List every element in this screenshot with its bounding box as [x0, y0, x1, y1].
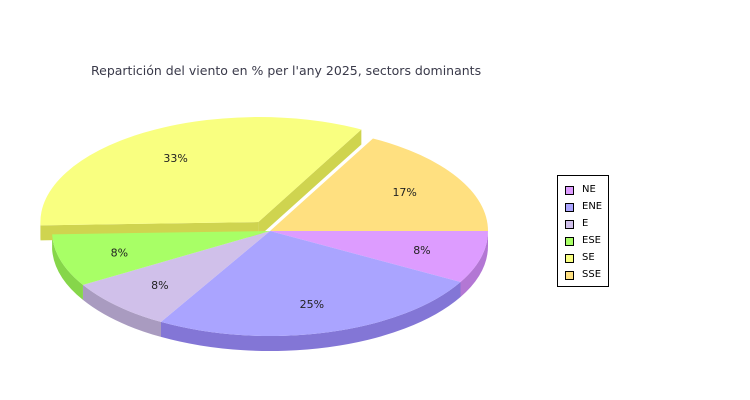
slice-sse [270, 138, 488, 231]
legend-label: ENE [582, 201, 603, 212]
legend-label: SSE [582, 269, 602, 280]
slice-label-e: 8% [151, 279, 168, 292]
legend-item-ese: ESE [565, 235, 601, 247]
legend-item-ne: NE [565, 184, 596, 196]
chart-title: Repartición del viento en % per l'any 20… [91, 63, 482, 78]
slice-label-ese: 8% [111, 246, 128, 259]
legend-item-ene: ENE [565, 201, 602, 213]
legend-swatch [565, 270, 574, 280]
legend-item-se: SE [565, 252, 595, 264]
pie-labels: 8% 25% 8% 8% 33% 17% [111, 152, 431, 311]
slice-label-ene: 25% [300, 298, 324, 311]
slice-side-ene [161, 282, 461, 352]
legend: NE ENE E ESE SE SSE [557, 175, 609, 287]
legend-label: NE [582, 184, 596, 195]
slice-se [40, 117, 362, 226]
slice-e [82, 231, 270, 322]
legend-item-e: E [565, 218, 588, 230]
slice-label-ne: 8% [413, 244, 430, 257]
legend-label: E [582, 218, 589, 229]
slice-label-sse: 17% [392, 186, 416, 199]
legend-label: SE [582, 252, 595, 263]
legend-swatch [565, 253, 574, 263]
legend-swatch [565, 202, 574, 212]
pie-tops [40, 117, 488, 336]
legend-item-sse: SSE [565, 269, 601, 281]
slice-side-e [82, 284, 161, 337]
legend-swatch [565, 236, 574, 246]
legend-swatch [565, 185, 574, 195]
legend-label: ESE [582, 235, 601, 246]
slice-ne [270, 231, 488, 283]
slice-label-se: 33% [163, 152, 187, 165]
slice-ese [52, 231, 270, 285]
legend-swatch [565, 219, 574, 229]
slice-side-ese [52, 234, 83, 300]
slice-ene [161, 231, 461, 336]
slice-cut-se-1 [258, 129, 362, 238]
slice-side-ne [460, 231, 488, 298]
